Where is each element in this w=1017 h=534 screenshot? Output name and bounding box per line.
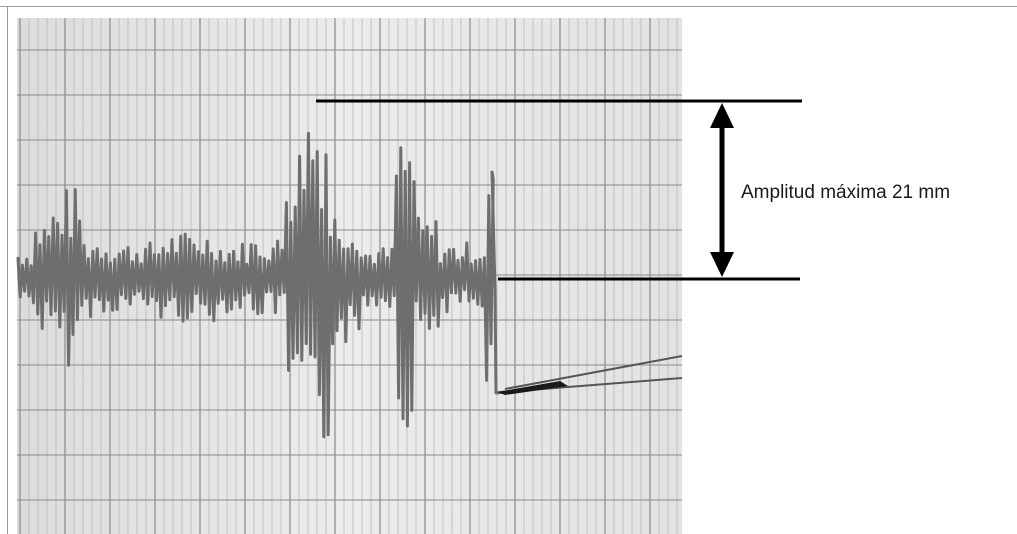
frame-border-top — [0, 6, 1017, 7]
seismic-trace — [16, 131, 507, 439]
frame-border-left — [7, 6, 8, 534]
recording-pen-icon — [497, 355, 683, 395]
amplitude-label: Amplitud máxima 21 mm — [741, 182, 951, 203]
double-headed-vertical-arrow-icon — [710, 103, 734, 277]
